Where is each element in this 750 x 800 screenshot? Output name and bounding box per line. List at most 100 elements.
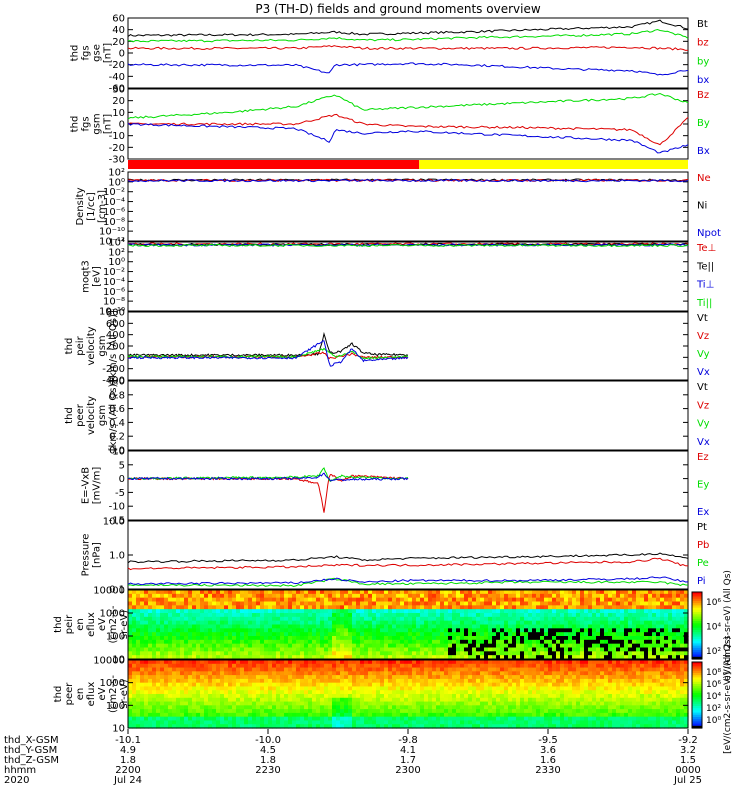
mode-bar-segment-1 <box>128 160 420 169</box>
y-tick-label: 10 <box>112 108 125 119</box>
y-tick-label: 400 <box>106 330 125 341</box>
y-axis-label: moqt3 [eV] <box>81 260 103 293</box>
panel-3 <box>128 160 688 169</box>
legend-vz-label: Vz <box>697 331 709 342</box>
y-tick-label: 0.0 <box>109 446 125 457</box>
y-axis-label-line: gsm <box>92 113 103 134</box>
y-tick-label: 20 <box>112 37 125 48</box>
y-tick-label: -30 <box>109 155 125 166</box>
y-tick-label: -10 <box>109 502 125 513</box>
y-axis-label: thd peir velocity gsm [km/s (All Qs)] <box>64 310 119 382</box>
legend-ti-label: Ti⊥ <box>696 280 714 291</box>
y-axis-label-line: fgs <box>81 116 92 131</box>
plot-title: P3 (TH-D) fields and ground moments over… <box>255 2 540 16</box>
legend-vt-label: Vt <box>697 382 708 393</box>
y-tick-label: -15 <box>109 516 125 527</box>
y-axis-label-line: peir <box>75 335 86 355</box>
series-line-3 <box>127 347 409 361</box>
panel-11: 10000 1000 100 10 thd peer en eflux eV (cm2-s-sr-… <box>53 656 689 735</box>
y-tick-label: 10000 <box>93 586 125 597</box>
y-tick-label: 100 <box>106 701 125 712</box>
y-tick-label: 10.0 <box>103 517 125 528</box>
legend-bt-label: Bt <box>697 19 708 30</box>
x-tick-value: 1.5 <box>680 755 696 766</box>
x-tick-value: -9.2 <box>678 735 698 746</box>
panel-frame <box>127 450 689 521</box>
y-axis-label-line: velocity <box>86 326 97 365</box>
y-axis-label-line: moqt3 <box>81 260 92 293</box>
y-axis-label-line: peir <box>64 614 75 634</box>
y-axis-label-line: thd <box>64 407 75 424</box>
y-tick-label: 0.2 <box>109 432 125 443</box>
y-tick-label: 10⁻¹⁰ <box>99 227 125 238</box>
legend-pb-label: Pb <box>697 540 709 551</box>
colorbar-tick-label: 10⁰ <box>706 716 721 726</box>
x-row-label: thd_Z-GSM <box>4 755 59 766</box>
series-line-2 <box>127 45 689 51</box>
legend-by-label: By <box>697 118 710 129</box>
legend-ni-label: Ni <box>697 201 707 212</box>
y-axis-label: E=-VxB [mV/m] <box>81 467 103 505</box>
y-axis-label-line: peer <box>64 682 75 706</box>
panel-8: 10 5 0 -5 -10 -15 E=-VxB [mV/m] Ez Ey Ex <box>81 447 710 527</box>
x-tick-value: 4.1 <box>400 745 416 756</box>
y-axis-label-line: [mV/m] <box>92 467 103 505</box>
legend-bz-label: Bz <box>697 90 709 101</box>
y-axis-label-line: [cm-3] <box>97 190 108 223</box>
y-tick-label: 0.6 <box>109 404 125 415</box>
y-tick-label: -60 <box>109 84 125 95</box>
y-tick-label: 10⁻⁸ <box>103 297 125 308</box>
y-tick-label: 10² <box>108 247 125 258</box>
y-tick-label: -40 <box>109 72 125 83</box>
y-tick-label: 0.1 <box>109 585 125 596</box>
y-tick-label: -5 <box>115 488 125 499</box>
y-tick-label: 10⁻⁴ <box>103 197 125 208</box>
x-tick-value: 1.7 <box>400 755 416 766</box>
x-tick-value: -9.8 <box>398 735 418 746</box>
y-tick-label: 30 <box>112 85 125 96</box>
x-tick-value: -9.5 <box>538 735 558 746</box>
x-tick-value: Jul 25 <box>673 775 702 786</box>
y-tick-label: 1.0 <box>109 551 125 562</box>
legend-vt-label: Vt <box>697 313 708 324</box>
y-axis-label-line: fgs <box>81 45 92 60</box>
legend-ey-label: Ey <box>697 480 709 491</box>
colorbar-frame <box>691 661 703 729</box>
x-row-label: thd_X-GSM <box>4 735 59 746</box>
series-line-4 <box>127 576 689 586</box>
y-axis-label-line: gse <box>92 44 103 62</box>
series-line-4 <box>127 243 689 248</box>
legend-vx-label: Vx <box>697 367 710 378</box>
legend-pe-label: Pe <box>697 558 709 569</box>
series-line-2 <box>127 178 689 183</box>
series-line-1 <box>127 331 409 357</box>
x-tick-value: 1.8 <box>120 755 136 766</box>
y-tick-label: 0 <box>119 120 125 131</box>
y-tick-label: 0 <box>119 353 125 364</box>
y-axis-label-line: thd <box>64 338 75 355</box>
legend-ti-label: Ti|| <box>696 298 712 309</box>
y-axis-label-line: [nPa] <box>92 542 103 568</box>
panel-frame <box>127 171 689 242</box>
y-tick-label: 10⁴ <box>108 238 125 249</box>
y-axis-label-line: gsm <box>97 335 108 356</box>
legend-by-label: by <box>697 56 709 67</box>
y-tick-label: 20 <box>112 96 125 107</box>
y-tick-label: -400 <box>102 376 125 387</box>
legend-pi-label: Pi <box>697 576 706 587</box>
y-tick-label: 100 <box>106 632 125 643</box>
y-tick-label: 10⁻⁴ <box>103 277 125 288</box>
colorbar-tick-label: 10⁴ <box>706 692 721 702</box>
y-axis-label-line: (cm2-s- <box>108 675 119 713</box>
panel-frame <box>127 589 689 660</box>
y-tick-label: 10⁻² <box>103 187 125 198</box>
legend-ez-label: Ez <box>697 452 709 463</box>
legend-ex-label: Ex <box>697 507 709 518</box>
colorbar-1: 10⁶ 10⁴ 10² eV/(cm2-s-sr-eV) (All Qs) <box>691 570 733 681</box>
y-tick-label: 10 <box>112 655 125 666</box>
y-axis-label-line: velocity <box>86 396 97 435</box>
y-axis-label-line: [nT] <box>103 114 114 134</box>
y-axis-label-line: sr-eV) <box>119 610 130 639</box>
